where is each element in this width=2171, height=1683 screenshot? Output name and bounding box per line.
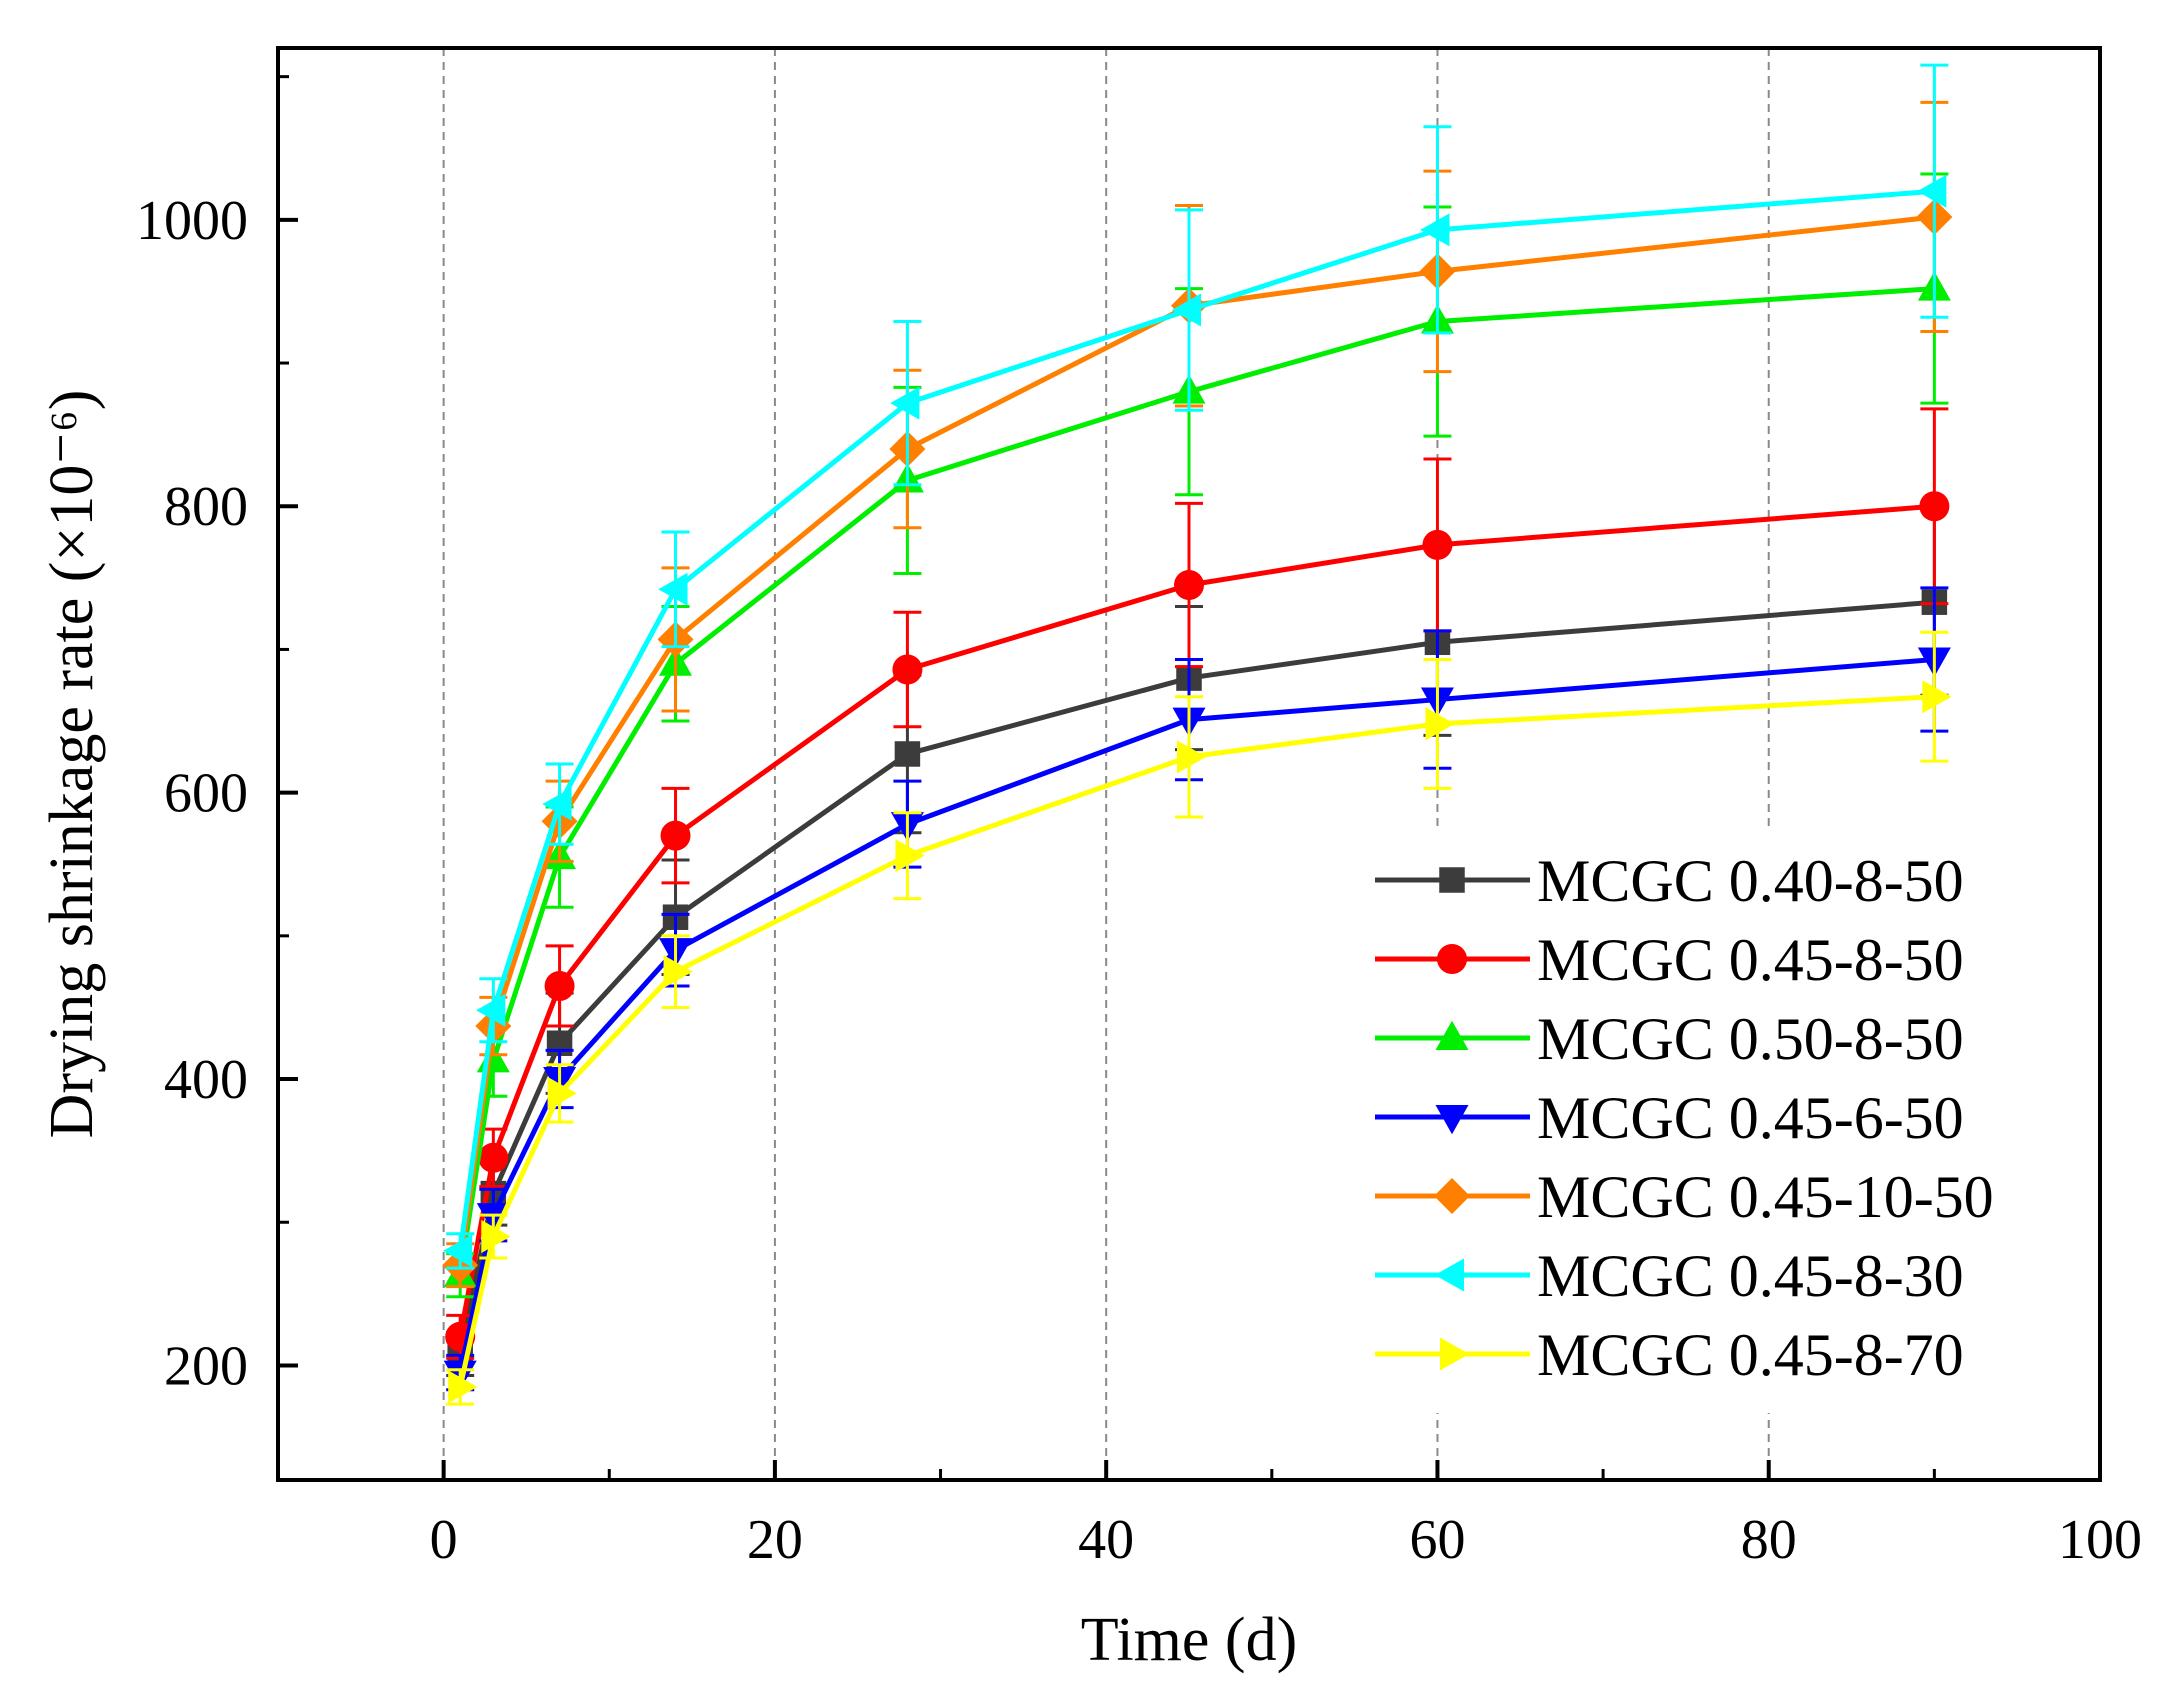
series-7 [446, 630, 1952, 1406]
series-6 [442, 63, 1949, 1270]
data-point [542, 787, 572, 821]
x-tick-label: 80 [1741, 1509, 1797, 1571]
legend-item: MCGC 0.50-8-50 [1375, 1006, 1964, 1072]
data-point [547, 1076, 577, 1110]
legend-marker [1435, 1105, 1469, 1135]
legend-label: MCGC 0.45-10-50 [1537, 1164, 1994, 1230]
data-point [442, 1234, 473, 1268]
series-line [457, 188, 1935, 1252]
data-point [478, 1142, 509, 1173]
data-point [1425, 707, 1455, 741]
data-point [892, 654, 923, 685]
series-line [457, 503, 1935, 1338]
data-point [544, 970, 575, 1001]
data-point [476, 993, 506, 1027]
data-point [895, 839, 925, 873]
legend-label: MCGC 0.45-8-70 [1537, 1322, 1964, 1388]
data-point [894, 741, 921, 767]
legend-item: MCGC 0.45-8-50 [1375, 927, 1964, 993]
data-point [663, 955, 693, 989]
axis-layer: 0 20 40 60 80 100 200 400 600 800 1000 [136, 75, 2142, 1571]
x-tick-label: 100 [2058, 1509, 2142, 1571]
y-tick-label: 600 [164, 763, 248, 825]
legend-marker [1437, 944, 1467, 974]
legend-marker [1435, 1020, 1469, 1050]
series-line [457, 656, 1935, 1374]
data-point [481, 1220, 511, 1254]
legend-item: MCGC 0.45-10-50 [1375, 1164, 1994, 1230]
legend-label: MCGC 0.50-8-50 [1537, 1006, 1964, 1072]
data-point [1917, 174, 1947, 208]
data-point [1422, 529, 1453, 560]
data-point [1922, 680, 1952, 714]
x-tick-label: 0 [430, 1509, 458, 1571]
legend [1375, 830, 2035, 1413]
legend-marker [1434, 1178, 1470, 1214]
data-point [1919, 491, 1950, 522]
data-point [890, 386, 920, 420]
series-layer [442, 63, 1953, 1406]
y-axis-label: Drying shrinkage rate (×10⁻⁶) [38, 390, 106, 1139]
y-tick-label: 400 [164, 1049, 248, 1111]
x-axis-label: Time (d) [1081, 1606, 1297, 1674]
x-tick-label: 60 [1409, 1509, 1465, 1571]
y-tick-label: 1000 [136, 190, 248, 252]
legend-item: MCGC 0.45-8-70 [1375, 1322, 1964, 1388]
legend-marker [1440, 1337, 1470, 1371]
series-line [457, 694, 1935, 1388]
series-line [457, 214, 1935, 1266]
plot-frame [276, 46, 2102, 1482]
legend-marker [1434, 1258, 1464, 1292]
legend-label: MCGC 0.45-8-30 [1537, 1243, 1964, 1309]
data-point [448, 1370, 478, 1404]
legend-item: MCGC 0.45-8-30 [1375, 1243, 1964, 1309]
y-tick-label: 200 [164, 1335, 248, 1397]
data-point [1174, 570, 1204, 600]
data-point [1171, 293, 1201, 327]
x-tick-label: 20 [747, 1509, 803, 1571]
data-point [660, 820, 691, 851]
legend-item: MCGC 0.45-6-50 [1375, 1085, 1964, 1151]
data-point [1420, 213, 1450, 247]
x-tick-label: 40 [1078, 1509, 1134, 1571]
legend-label: MCGC 0.45-6-50 [1537, 1085, 1964, 1151]
y-tick-label: 800 [164, 476, 248, 538]
legend-marker [1439, 867, 1465, 893]
legend-item: MCGC 0.40-8-50 [1375, 848, 1964, 914]
series-line [457, 599, 1935, 1355]
data-point [1177, 740, 1207, 774]
legend-label: MCGC 0.40-8-50 [1537, 848, 1964, 914]
data-point [658, 572, 688, 606]
legend-label: MCGC 0.45-8-50 [1537, 927, 1964, 993]
legend-items: MCGC 0.40-8-50 MCGC 0.45-8-50 MCGC 0.50-8-… [1375, 848, 1994, 1388]
